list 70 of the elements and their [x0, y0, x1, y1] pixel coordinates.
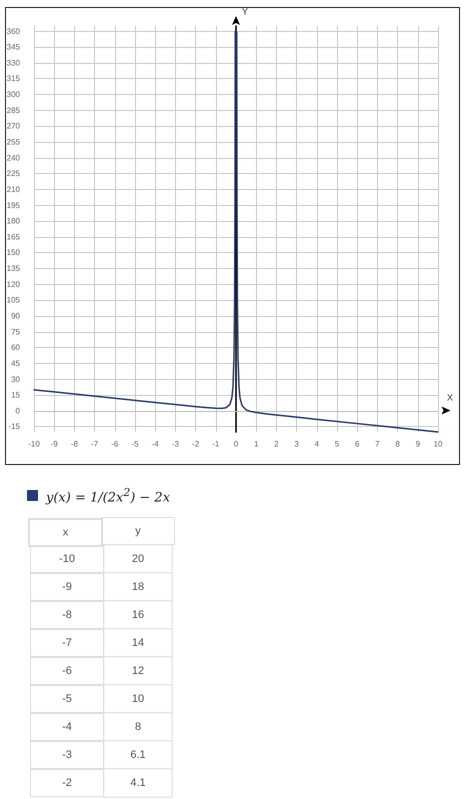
- x-tick-label: -7: [91, 440, 99, 448]
- x-tick-label: 8: [395, 440, 400, 448]
- y-tick-label: -8: [62, 609, 72, 621]
- data-label: 4.1: [130, 777, 146, 789]
- y-tick-label: 135: [6, 264, 21, 274]
- y-tick-label: 0: [16, 406, 21, 416]
- y-tick-label: -9: [62, 581, 72, 593]
- data-label: 16: [132, 609, 144, 621]
- y-tick-label: 270: [6, 122, 21, 131]
- data-label: 10: [132, 693, 144, 705]
- x-tick-label: 10: [434, 440, 443, 448]
- data-label: 6.1: [130, 749, 146, 761]
- y-tick-label: 345: [6, 42, 21, 52]
- y-tick-label: 30: [11, 374, 21, 384]
- y-tick-label: 240: [6, 153, 21, 162]
- data-label: 20: [132, 553, 144, 565]
- x-tick-label: -3: [172, 440, 180, 448]
- y-tick-label: 255: [6, 138, 21, 146]
- y-tick-label: 225: [6, 169, 21, 178]
- data-label: 18: [132, 581, 144, 593]
- y-axis-title: x: [62, 526, 69, 538]
- y-tick-label: 210: [6, 184, 21, 194]
- y-tick-label: -7: [62, 637, 72, 649]
- x-tick-label: -5: [131, 440, 140, 448]
- x-tick-label: -6: [111, 440, 119, 448]
- data-label: 8: [134, 721, 142, 733]
- y-tick-label: 195: [6, 200, 21, 210]
- y-tick-label: -3: [62, 749, 72, 761]
- y-tick-label: -4: [62, 721, 72, 733]
- x-tick-label: y: [135, 525, 142, 537]
- y-tick-label: 150: [6, 248, 21, 258]
- y-tick-label: -6: [62, 665, 72, 677]
- y-tick-label: 330: [6, 58, 21, 68]
- x-axis-title: X: [446, 392, 454, 402]
- x-tick-label: 4: [314, 440, 320, 448]
- x-tick-label: -9: [50, 440, 58, 448]
- x-tick-label: 5: [334, 440, 340, 448]
- x-tick-label: -8: [70, 440, 78, 448]
- y-tick-label: 105: [6, 296, 21, 305]
- y-tick-label: 165: [6, 232, 21, 242]
- y-tick-label: 285: [6, 106, 21, 115]
- x-tick-label: 7: [375, 440, 380, 448]
- x-tick-label: 0: [234, 440, 239, 448]
- y-tick-label: 75: [11, 327, 21, 336]
- x-tick-label: 6: [354, 440, 360, 448]
- x-tick-label: -10: [28, 440, 40, 448]
- y-tick-label: 15: [11, 390, 21, 400]
- x-tick-label: 2: [274, 440, 280, 448]
- y-tick-label: -15: [8, 422, 21, 432]
- x-tick-label: -1: [212, 440, 220, 448]
- y-tick-label: 90: [11, 312, 21, 320]
- y-tick-label: -10: [59, 553, 75, 565]
- y-axis-title: Y: [242, 6, 248, 16]
- y-tick-label: -2: [62, 777, 72, 789]
- data-label: 12: [132, 665, 144, 677]
- x-tick-label: 9: [416, 440, 421, 448]
- y-tick-label: 60: [11, 343, 21, 352]
- x-tick-label: 1: [254, 440, 259, 448]
- y-tick-label: 120: [6, 280, 21, 289]
- data-label: 14: [132, 637, 144, 649]
- y-tick-label: 360: [6, 26, 21, 36]
- y-tick-label: 315: [6, 74, 21, 84]
- y-tick-label: 180: [6, 216, 21, 226]
- x-tick-label: -4: [152, 440, 160, 448]
- y-tick-label: 45: [11, 358, 21, 368]
- legend-label: y(x) = 1/(2x$^{2}$) − 2x: [46, 486, 170, 506]
- y-tick-label: 300: [6, 90, 21, 100]
- x-tick-label: -2: [192, 440, 200, 448]
- y-tick-label: -5: [62, 693, 72, 705]
- x-tick-label: 3: [294, 440, 300, 448]
